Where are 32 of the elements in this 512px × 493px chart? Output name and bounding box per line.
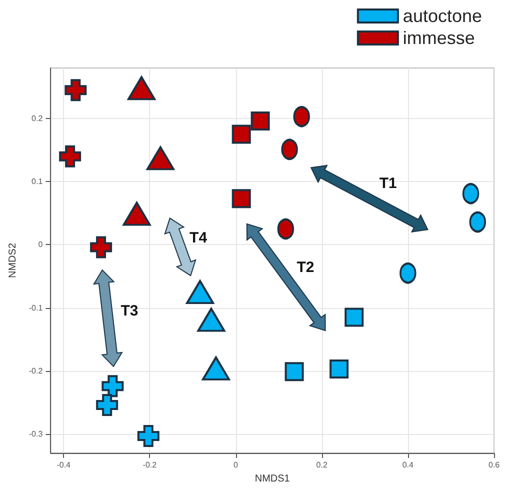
x-tick-label: 0 <box>234 460 239 470</box>
y-axis-title: NMDS2 <box>8 242 18 278</box>
y-tick-label: -0.2 <box>28 366 44 376</box>
point <box>250 112 270 131</box>
x-tick-label: 0.6 <box>488 460 500 470</box>
point <box>137 424 160 447</box>
x-tick-label: 0.2 <box>316 460 328 470</box>
point <box>330 360 349 379</box>
y-tick-label: 0.2 <box>32 114 44 123</box>
x-tick-label: -0.2 <box>142 460 158 470</box>
annotation: T2 <box>296 259 314 276</box>
point <box>96 394 118 416</box>
point <box>64 79 87 102</box>
annotation: T4 <box>190 229 208 246</box>
x-tick-label: 0.4 <box>402 460 414 470</box>
y-tick-label: -0.3 <box>28 430 44 439</box>
y-tick-label: 0 <box>38 240 44 250</box>
annotation: T3 <box>120 302 138 320</box>
legend-label: immesse <box>402 28 475 48</box>
point <box>90 236 112 258</box>
y-tick-label: -0.1 <box>28 303 44 312</box>
legend-label: autoctone <box>402 6 482 26</box>
point <box>232 124 251 144</box>
point <box>232 189 251 208</box>
x-axis-title: NMDS1 <box>254 473 290 484</box>
point <box>102 375 124 398</box>
point <box>284 362 304 382</box>
y-tick-label: 0.1 <box>32 177 44 186</box>
point <box>59 145 82 168</box>
annotation: T1 <box>379 175 397 192</box>
point <box>344 308 364 327</box>
x-tick-label: -0.4 <box>56 460 72 470</box>
